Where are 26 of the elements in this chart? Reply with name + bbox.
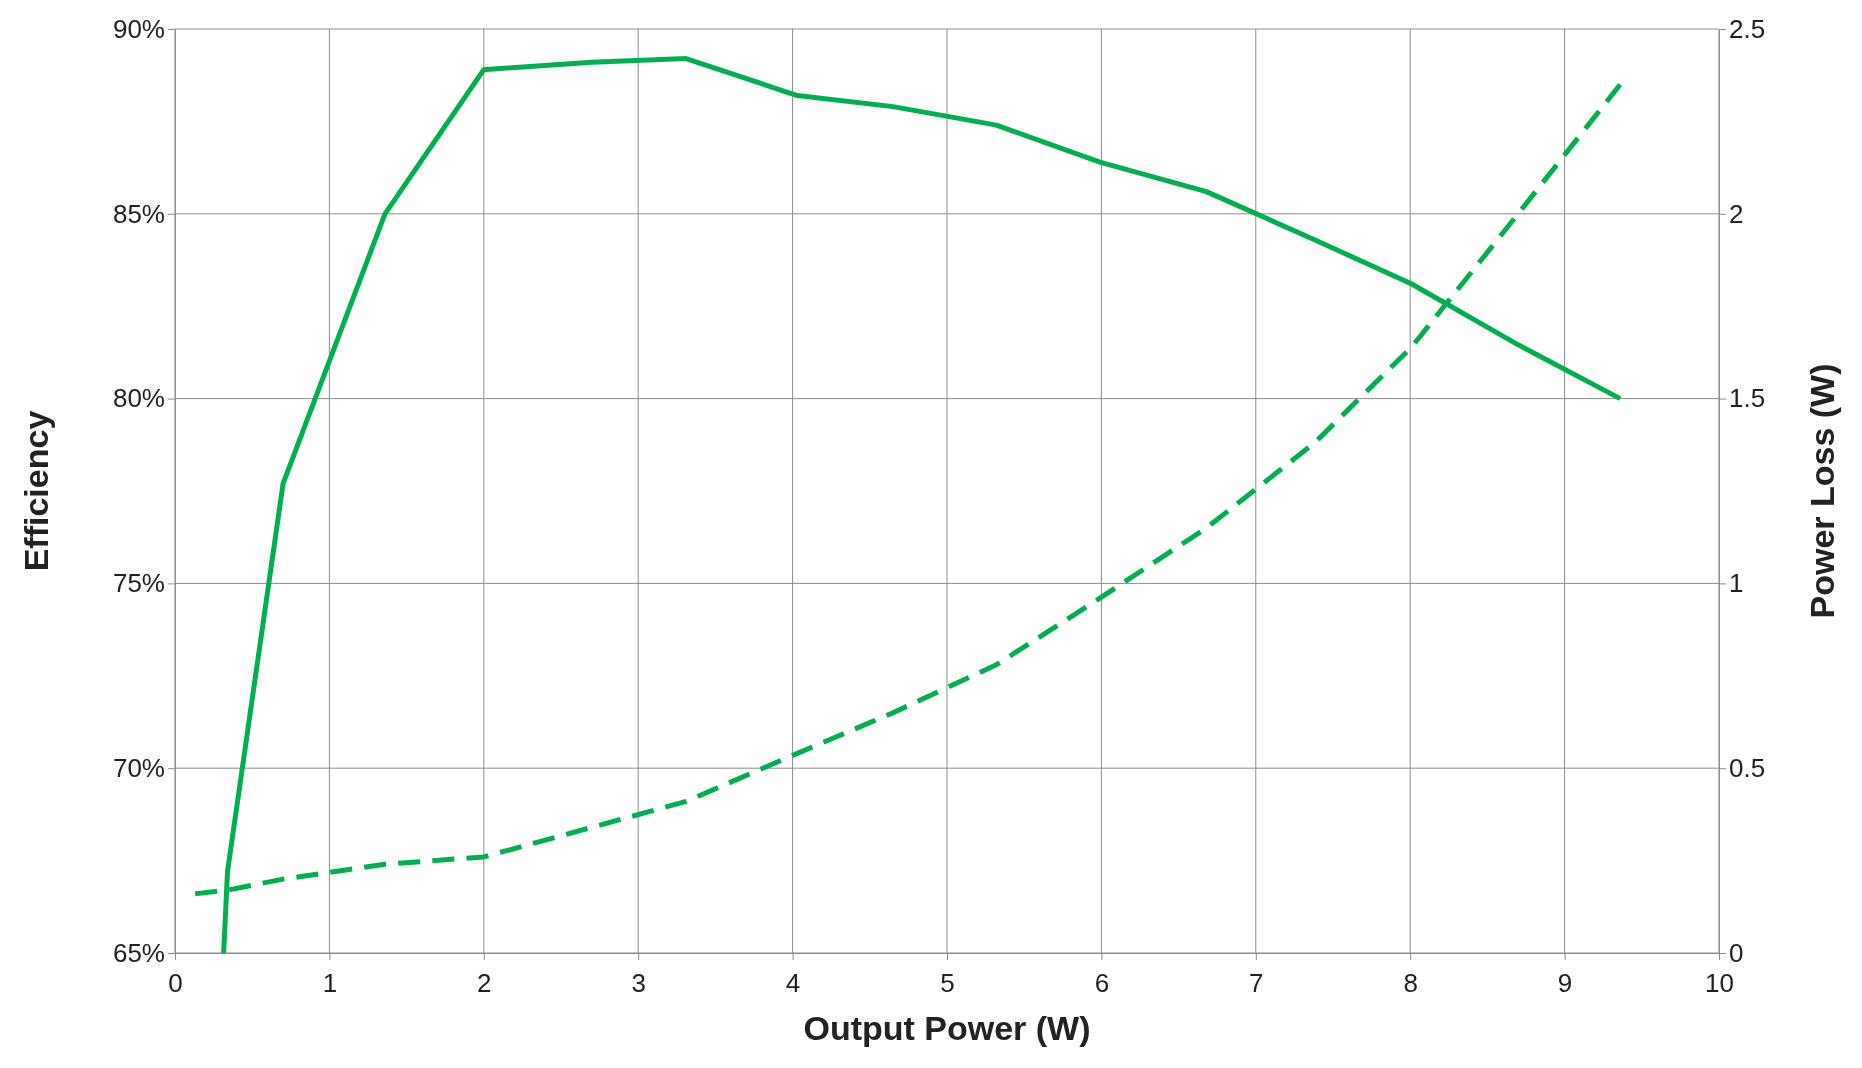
y2-tick-label: 0 — [1729, 937, 1744, 968]
x-tick-label: 2 — [477, 967, 492, 998]
y2-tick-label: 0.5 — [1729, 753, 1766, 784]
y-tick-label: 75% — [112, 568, 165, 599]
y2-tick-label: 2.5 — [1729, 13, 1766, 44]
x-tick-label: 5 — [940, 967, 955, 998]
x-tick-label: 10 — [1705, 967, 1734, 998]
x-tick-label: 0 — [168, 967, 183, 998]
x-tick-label: 8 — [1403, 967, 1418, 998]
y-axis-title: Efficiency — [17, 410, 55, 572]
y-tick-label: 70% — [112, 753, 165, 784]
y-tick-label: 65% — [112, 937, 165, 968]
y-tick-label: 85% — [112, 198, 165, 229]
x-tick-label: 3 — [631, 967, 646, 998]
y-tick-label: 90% — [112, 13, 165, 44]
x-tick-label: 7 — [1249, 967, 1264, 998]
y2-tick-label: 1.5 — [1729, 383, 1766, 414]
x-axis-title: Output Power (W) — [803, 1009, 1091, 1047]
x-tick-label: 4 — [785, 967, 801, 998]
x-tick-label: 1 — [322, 967, 338, 998]
y2-tick-label: 2 — [1729, 198, 1744, 229]
y2-axis-title: Power Loss (W) — [1803, 363, 1841, 619]
x-tick-label: 9 — [1557, 967, 1573, 998]
x-tick-label: 6 — [1094, 967, 1110, 998]
y-tick-label: 80% — [112, 383, 165, 414]
y2-tick-label: 1 — [1729, 568, 1744, 599]
